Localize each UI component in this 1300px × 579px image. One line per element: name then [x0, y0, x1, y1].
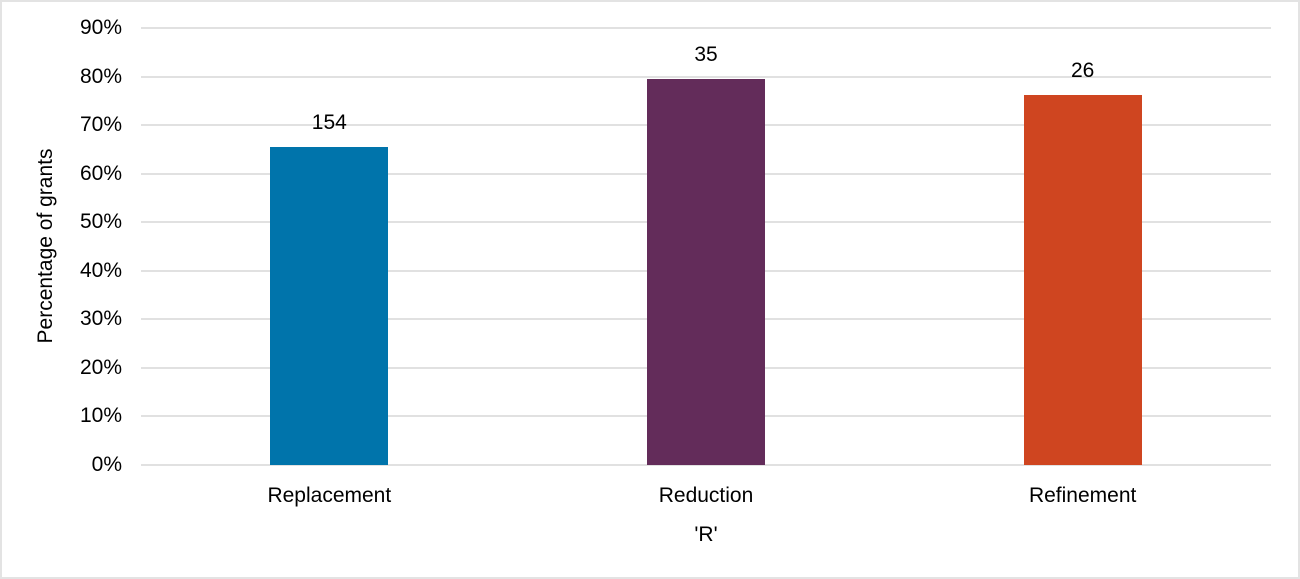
- bar-refinement: [1023, 94, 1142, 465]
- y-tick-label: 80%: [79, 64, 122, 88]
- gridline: [141, 27, 1271, 29]
- y-tick-label: 20%: [79, 355, 122, 379]
- x-tick-label: Refinement: [1028, 484, 1137, 507]
- y-tick-label: 30%: [79, 307, 122, 331]
- data-label: 154: [311, 111, 347, 135]
- data-label: 35: [694, 43, 718, 67]
- bar-reduction: [647, 79, 765, 465]
- y-tick-label: 10%: [79, 404, 122, 428]
- x-axis-title: 'R': [694, 523, 718, 546]
- gridline: [141, 75, 1271, 78]
- y-tick-label: 50%: [79, 210, 122, 234]
- x-tick-label: Replacement: [267, 484, 392, 507]
- bar-replacement: [270, 147, 389, 465]
- y-tick-label: 90%: [79, 16, 122, 39]
- y-tick-label: 40%: [79, 258, 122, 282]
- plot-area: 154 35 26: [141, 27, 1271, 466]
- x-tick-label: Reduction: [658, 484, 754, 507]
- gridline: [141, 464, 1271, 466]
- data-label: 26: [1070, 58, 1095, 82]
- y-tick-label: 60%: [79, 161, 122, 185]
- y-tick-label: 70%: [79, 113, 122, 137]
- y-tick-label: 0%: [91, 453, 122, 476]
